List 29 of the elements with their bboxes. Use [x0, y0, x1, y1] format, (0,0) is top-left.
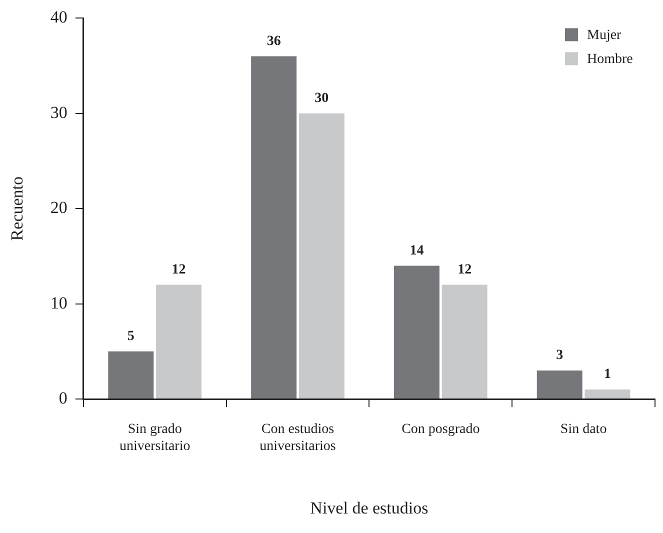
y-tick-label: 40 — [50, 8, 68, 27]
data-label: 14 — [410, 243, 424, 258]
data-label: 5 — [127, 329, 134, 344]
x-axis-title: Nivel de estudios — [310, 498, 428, 518]
y-axis-title: Recuento — [8, 176, 27, 241]
y-tick-label: 30 — [50, 102, 68, 122]
data-label: 30 — [314, 91, 329, 106]
data-label: 1 — [604, 367, 611, 382]
bar — [298, 113, 344, 398]
data-label: 12 — [458, 262, 472, 278]
y-tick-label: 20 — [50, 198, 68, 218]
bar — [156, 284, 202, 398]
bar — [394, 266, 440, 398]
y-tick-label: 10 — [50, 293, 68, 312]
bar — [442, 284, 488, 398]
x-tick-label: Con estudios universitarios — [260, 422, 336, 454]
bar — [584, 389, 630, 398]
data-label: 36 — [266, 34, 281, 49]
bar — [536, 370, 582, 398]
data-label: 12 — [172, 262, 186, 278]
legend-label: Mujer — [587, 28, 622, 43]
bar — [251, 56, 297, 398]
bar — [108, 351, 154, 398]
legend-label: Hombre — [587, 52, 633, 67]
x-tick-label: Sin dato — [560, 422, 607, 438]
x-tick-label: Con posgrado — [402, 422, 480, 438]
x-tick-label: Sin grado universitario — [119, 422, 190, 454]
y-tick-label: 0 — [58, 388, 68, 408]
data-label: 3 — [556, 348, 564, 364]
